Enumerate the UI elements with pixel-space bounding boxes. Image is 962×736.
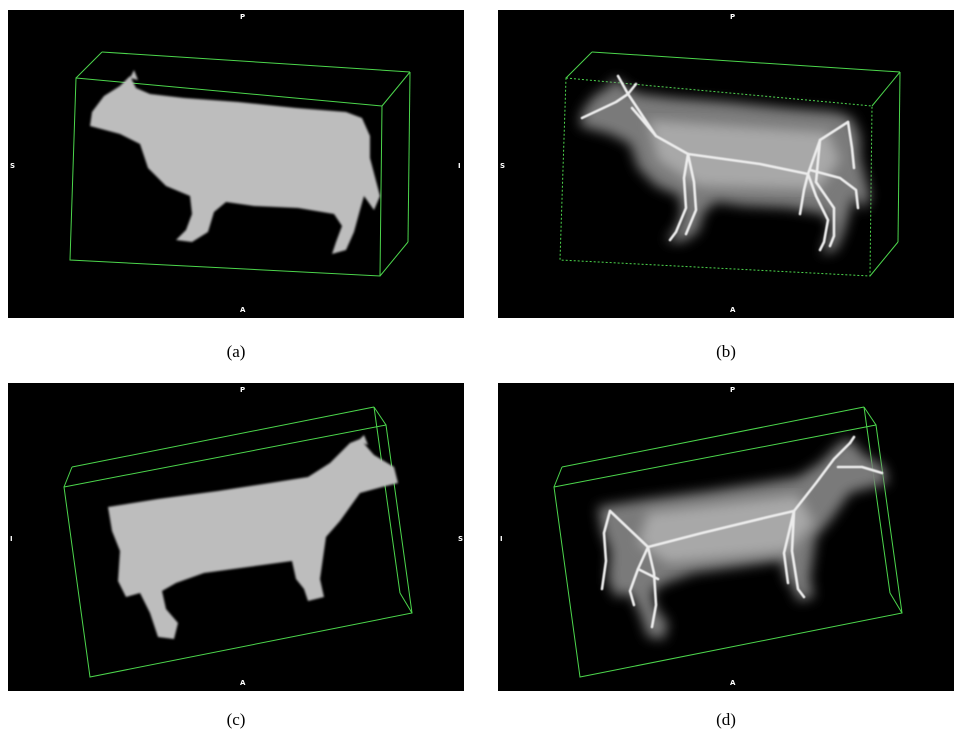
- panel-d-viewport: P A I: [498, 383, 954, 691]
- orientation-left-label: S: [10, 162, 16, 170]
- orientation-bottom-label: A: [730, 679, 736, 687]
- panel-c-render: [63, 406, 413, 678]
- orientation-left-label: S: [500, 162, 506, 170]
- panel-a-render: [69, 51, 411, 277]
- orientation-bottom-label: A: [240, 306, 246, 314]
- orientation-left-label: I: [500, 535, 503, 543]
- bounding-box: [559, 51, 901, 277]
- panel-b-viewport: P A S: [498, 10, 954, 318]
- bounding-box: [553, 406, 903, 678]
- orientation-bottom-label: A: [240, 679, 246, 687]
- panel-a-viewport: P A S I: [8, 10, 464, 318]
- orientation-top-label: P: [240, 386, 246, 394]
- cow-volume: [580, 78, 870, 254]
- bounding-box: [69, 51, 411, 277]
- bounding-box: [63, 406, 413, 678]
- orientation-top-label: P: [730, 386, 736, 394]
- orientation-bottom-label: A: [730, 306, 736, 314]
- panel-b-render: [559, 51, 901, 277]
- panel-a-caption: (a): [226, 342, 246, 361]
- panel-c-caption: (c): [226, 710, 246, 729]
- skeleton: [600, 435, 884, 629]
- orientation-left-label: I: [10, 535, 13, 543]
- cow-volume: [90, 70, 380, 254]
- panel-c-viewport: P A I S: [8, 383, 464, 691]
- cow-volume: [108, 435, 398, 639]
- cow-volume: [598, 439, 888, 639]
- orientation-top-label: P: [730, 13, 736, 21]
- orientation-top-label: P: [240, 13, 246, 21]
- orientation-right-label: S: [458, 535, 464, 543]
- panel-d-caption: (d): [716, 710, 736, 729]
- panel-b-caption: (b): [716, 342, 736, 361]
- skeleton: [580, 74, 860, 252]
- orientation-right-label: I: [458, 162, 461, 170]
- panel-d-render: [553, 406, 903, 678]
